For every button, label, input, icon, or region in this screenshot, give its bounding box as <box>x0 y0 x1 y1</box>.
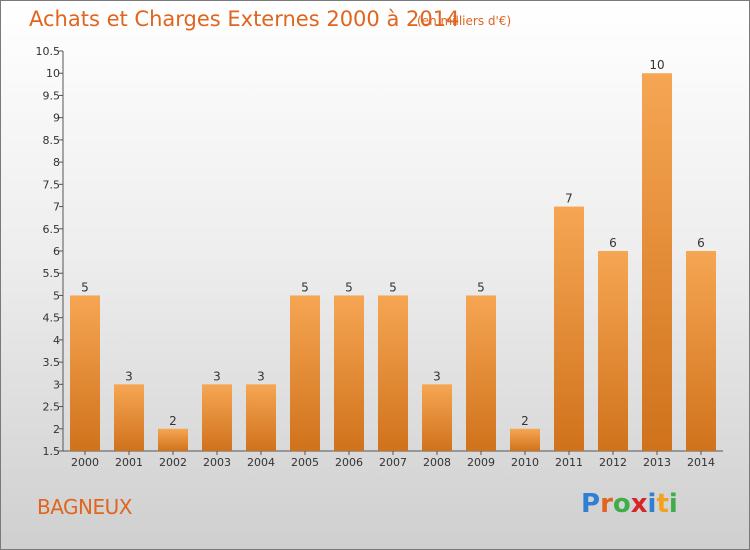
bar <box>378 295 408 451</box>
y-tick-label: 5.5 <box>43 267 61 280</box>
logo-letter: P <box>581 489 601 519</box>
x-tick-label: 2013 <box>643 456 671 469</box>
value-label: 5 <box>389 280 397 294</box>
bar <box>334 295 364 451</box>
y-tick-label: 8.5 <box>43 134 61 147</box>
logo-letter: o <box>612 489 631 519</box>
y-tick-label: 10 <box>46 67 60 80</box>
place-name: BAGNEUX <box>37 495 133 519</box>
x-tick-label: 2006 <box>335 456 363 469</box>
x-tick-label: 2004 <box>247 456 275 469</box>
bar <box>510 428 540 451</box>
y-tick-label: 1.5 <box>43 445 61 458</box>
value-label: 5 <box>345 280 353 294</box>
x-tick-label: 2000 <box>71 456 99 469</box>
labels: 5 2000 3 2001 2 2002 3 2003 3 2004 5 2005 5 2006 5 2007… <box>71 58 715 469</box>
y-tick-label: 4 <box>53 334 60 347</box>
value-label: 7 <box>565 192 573 206</box>
value-label: 5 <box>301 280 309 294</box>
chart-title: Achats et Charges Externes 2000 à 2014 <box>29 7 460 31</box>
y-tick-label: 9 <box>53 112 60 125</box>
bar <box>422 384 452 451</box>
x-tick-label: 2007 <box>379 456 407 469</box>
x-tick-label: 2005 <box>291 456 319 469</box>
x-tick-label: 2001 <box>115 456 143 469</box>
y-tick-label: 3.5 <box>43 356 61 369</box>
y-tick-label: 7 <box>53 201 60 214</box>
value-label: 2 <box>169 414 177 428</box>
y-tick-label: 5 <box>53 289 60 302</box>
y-tick-label: 7.5 <box>43 178 61 191</box>
x-tick-label: 2002 <box>159 456 187 469</box>
value-label: 3 <box>125 369 133 383</box>
bar <box>158 428 188 451</box>
value-label: 6 <box>609 236 617 250</box>
value-label: 2 <box>521 414 529 428</box>
logo-letter: i <box>668 489 678 519</box>
bar <box>686 251 716 451</box>
y-tick-label: 2.5 <box>43 401 61 414</box>
bar <box>246 384 276 451</box>
logo-letter: r <box>600 489 613 519</box>
y-tick-label: 3 <box>53 378 60 391</box>
y-tick-label: 4.5 <box>43 312 61 325</box>
bars <box>70 73 716 451</box>
value-label: 3 <box>433 369 441 383</box>
value-label: 3 <box>257 369 265 383</box>
bar <box>642 73 672 451</box>
x-tick-label: 2014 <box>687 456 715 469</box>
proxiti-logo: Proxiti <box>581 489 678 519</box>
bar <box>554 206 584 451</box>
y-tick-label: 10.5 <box>36 45 61 58</box>
value-label: 5 <box>81 280 89 294</box>
x-tick-label: 2009 <box>467 456 495 469</box>
y-tick-label: 2 <box>53 423 60 436</box>
value-label: 3 <box>213 369 221 383</box>
x-tick-label: 2003 <box>203 456 231 469</box>
bar <box>114 384 144 451</box>
logo-letter: x <box>630 489 648 519</box>
x-tick-label: 2012 <box>599 456 627 469</box>
y-tick-label: 9.5 <box>43 89 61 102</box>
x-tick-label: 2008 <box>423 456 451 469</box>
x-tick-label: 2010 <box>511 456 539 469</box>
logo-letter: i <box>647 489 657 519</box>
logo-letter: t <box>656 489 669 519</box>
y-tick-label: 6.5 <box>43 223 61 236</box>
y-tick-label: 8 <box>53 156 60 169</box>
bar <box>598 251 628 451</box>
x-tick-label: 2011 <box>555 456 583 469</box>
bar <box>466 295 496 451</box>
value-label: 6 <box>697 236 705 250</box>
bar <box>202 384 232 451</box>
bar <box>70 295 100 451</box>
chart-subtitle: (en milliers d'€) <box>417 14 512 28</box>
value-label: 5 <box>477 280 485 294</box>
y-tick-label: 6 <box>53 245 60 258</box>
bar <box>290 295 320 451</box>
value-label: 10 <box>649 58 664 72</box>
